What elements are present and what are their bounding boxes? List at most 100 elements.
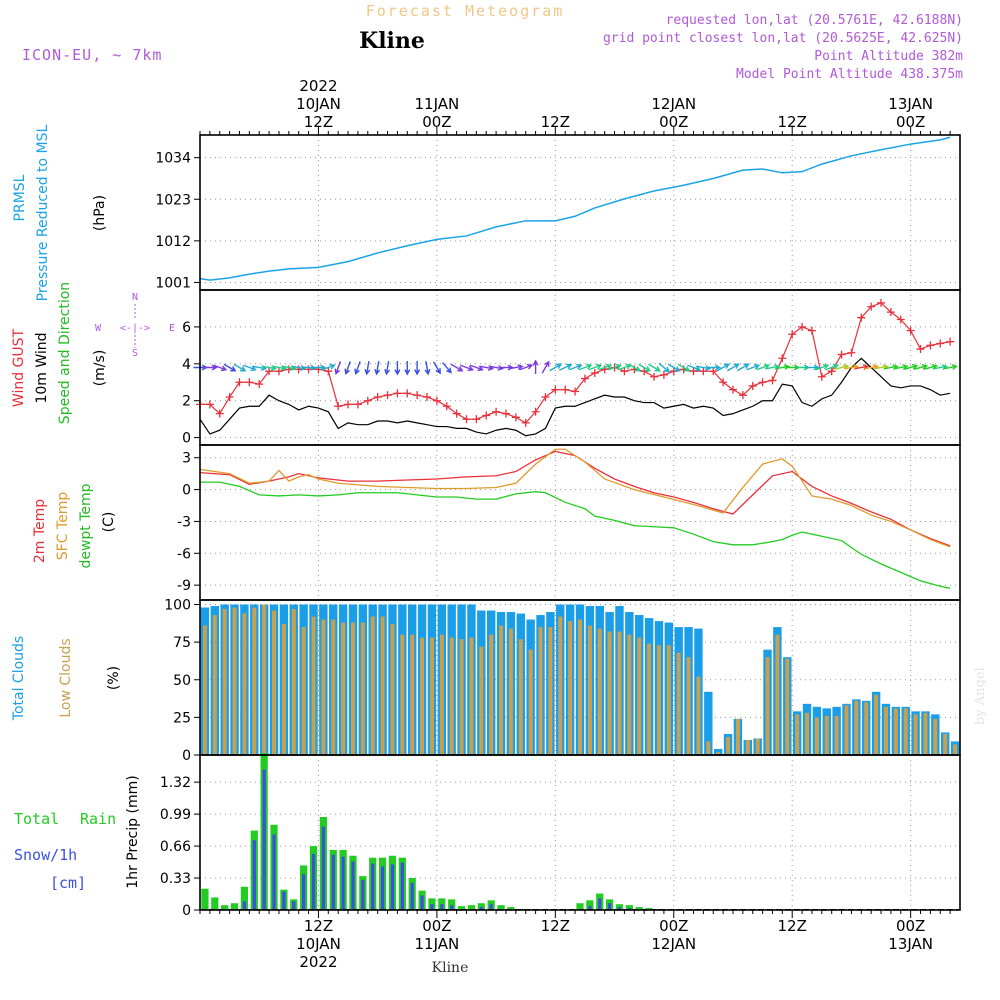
top-time-label: 2022 (299, 77, 337, 95)
low-cloud-bar (528, 649, 533, 755)
wind-y-tick-label: 6 (182, 320, 191, 336)
rain-bar (467, 905, 476, 910)
clouds-y-tick-label: 75 (173, 635, 191, 651)
wind-direction-arrow (727, 363, 740, 372)
low-cloud-bar (805, 712, 810, 755)
temperature-y-tick-label: -9 (177, 578, 191, 594)
gust-marker (265, 367, 274, 376)
gust-marker (580, 374, 589, 383)
wind-direction-arrow (904, 363, 919, 370)
bottom-time-label: 13JAN (888, 935, 933, 953)
wind-direction-arrow (213, 364, 228, 372)
panel-frame-precip (199, 754, 961, 911)
low-cloud-bar (903, 708, 908, 755)
gust-marker (778, 354, 787, 363)
snow-bar (341, 856, 345, 910)
wind-direction-arrow (364, 360, 371, 376)
low-cloud-bar (321, 619, 326, 755)
compass-rose: N S W E <-|-> (95, 292, 175, 359)
precip-axis-title: 1hr Precip (mm) (125, 775, 141, 888)
snow-bar (420, 895, 424, 910)
low-cloud-bar (410, 634, 415, 755)
temp-axis-labels: 2m Temp SFC Temp dewpt Temp (C) (32, 483, 117, 568)
gust-marker (403, 389, 412, 398)
snow-bar (272, 834, 276, 910)
wind-direction-arrow (746, 363, 761, 371)
gust-marker (590, 369, 599, 378)
bottom-time-label: 12JAN (651, 935, 696, 953)
low-cloud-bar (923, 712, 928, 755)
gust-marker (798, 322, 807, 331)
wind-direction-arrow (374, 360, 381, 376)
gust-marker (423, 393, 432, 402)
gust-marker (689, 367, 698, 376)
gust-marker (926, 341, 935, 350)
gust-marker (462, 415, 471, 424)
top-time-label: 11JAN (415, 95, 460, 113)
low-cloud-bar (538, 627, 543, 755)
wind-direction-arrow (648, 363, 661, 372)
legend-total: Total (14, 810, 59, 828)
low-cloud-bar (489, 634, 494, 755)
wind-direction-arrow (608, 363, 623, 371)
rain-bar (477, 903, 485, 910)
wind-direction-arrow (433, 361, 441, 375)
gust-marker (571, 387, 580, 396)
precip-y-tick-label: 0 (182, 903, 191, 919)
rain-bar (497, 905, 505, 910)
low-cloud-bar (943, 733, 948, 755)
bottom-time-label: 11JAN (415, 935, 460, 953)
low-cloud-bar (893, 708, 898, 755)
rain-bar (586, 900, 594, 910)
bottom-time-label: 12Z (541, 917, 570, 935)
wind-direction-arrow (442, 362, 452, 374)
wind-direction-arrow (424, 360, 431, 376)
gust-marker (363, 396, 372, 405)
wind-direction-arrow (568, 363, 583, 371)
gust-marker (442, 402, 451, 411)
wind-y-tick-label: 0 (182, 431, 191, 447)
wind-direction-arrow (414, 361, 421, 376)
wind-direction-arrow (815, 363, 830, 371)
footer-station: Kline (432, 960, 469, 976)
wind-y-tick-label: 4 (182, 357, 191, 373)
rain-bar (625, 905, 633, 910)
wind-direction-arrow (354, 361, 361, 375)
wind-direction-arrow (519, 363, 534, 371)
gust-marker (324, 367, 333, 376)
bottom-time-label: 00Z (659, 917, 688, 935)
product-title: Forecast Meteogram (366, 2, 565, 20)
wind-direction-arrow (404, 361, 411, 376)
wind-direction-arrow (384, 360, 391, 376)
low-cloud-bar (202, 625, 207, 755)
snow-bar (321, 826, 325, 910)
wind-direction-arrow (233, 363, 247, 372)
low-cloud-bar (785, 658, 790, 755)
gust-marker (659, 370, 668, 379)
clouds-y-tick-label: 50 (173, 673, 191, 689)
gust-marker (837, 350, 846, 359)
legend-cm: [cm] (50, 874, 86, 892)
snow-bar (262, 769, 266, 910)
wind-direction-arrow (450, 363, 464, 372)
gust-marker (946, 337, 955, 346)
snow-bar (292, 901, 296, 910)
compass-south: S (132, 348, 138, 359)
gust-marker (383, 391, 392, 400)
station-title: Kline (359, 28, 425, 54)
rain-bar (448, 899, 456, 910)
low-cloud-bar (350, 622, 355, 755)
wind-direction-arrow (243, 364, 257, 372)
low-cloud-bar (775, 634, 780, 755)
low-cloud-bar (627, 634, 632, 755)
bottom-time-label: 00Z (896, 917, 925, 935)
low-cloud-bar (854, 700, 859, 755)
low-cloud-bar (331, 619, 336, 755)
top-time-label: 12JAN (651, 95, 696, 113)
low-cloud-bar (469, 637, 474, 755)
gust-marker (857, 313, 866, 322)
snow-bar (479, 907, 483, 910)
legend-rain: Rain (80, 810, 116, 828)
wind-y-tick-label: 2 (182, 394, 191, 410)
gust-marker (709, 367, 718, 376)
